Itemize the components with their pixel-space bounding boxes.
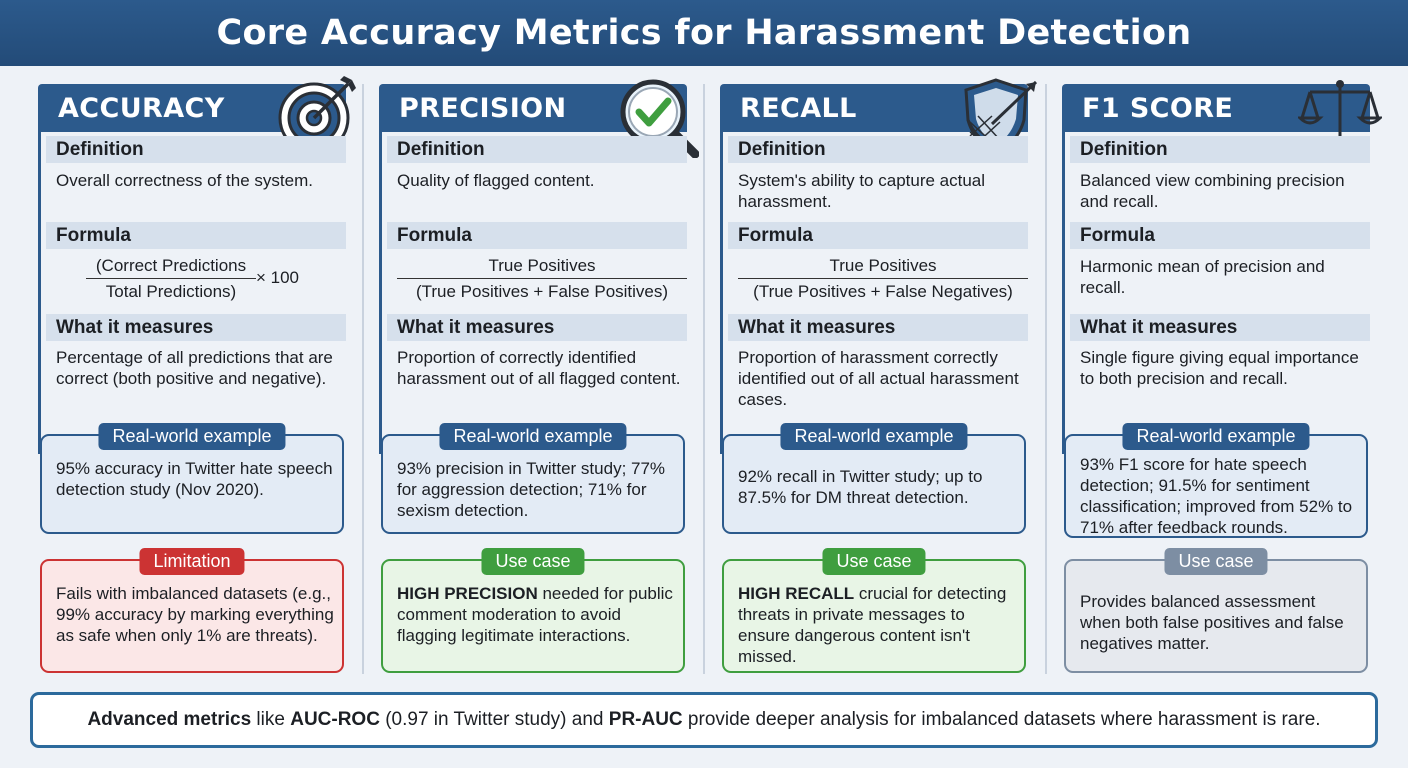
target-icon bbox=[278, 76, 356, 154]
measures-text: Proportion of harassment correctly ident… bbox=[738, 348, 1019, 409]
example-text: 92% recall in Twitter study; up to 87.5%… bbox=[738, 467, 983, 507]
advanced-metrics-note: Advanced metrics like AUC-ROC (0.97 in T… bbox=[30, 692, 1378, 748]
example-text: 93% precision in Twitter study; 77% for … bbox=[397, 459, 666, 520]
use-case-body: needed for public comment moderation to … bbox=[397, 584, 673, 645]
measures-label: What it measures bbox=[728, 314, 1028, 341]
fraction-line bbox=[86, 278, 256, 279]
column-accent-line bbox=[38, 124, 41, 454]
formula-numerator: True Positives bbox=[488, 256, 596, 275]
column-divider bbox=[703, 84, 705, 674]
formula-label: Formula bbox=[387, 222, 687, 249]
fraction-line bbox=[397, 278, 687, 279]
use-case-label: Use case bbox=[481, 548, 585, 575]
column-divider bbox=[362, 84, 364, 674]
example-text: 95% accuracy in Twitter hate speech dete… bbox=[56, 459, 333, 499]
use-case-box: Use case HIGH RECALL crucial for detecti… bbox=[722, 548, 1026, 673]
measures-label: What it measures bbox=[46, 314, 346, 341]
column-f1-score: F1 SCORE Definition Balanced view combin… bbox=[1062, 80, 1382, 674]
formula: True Positives (True Positives + False N… bbox=[738, 254, 1028, 304]
note-bold-advanced: Advanced metrics bbox=[87, 709, 252, 730]
limitation-text: Fails with imbalanced datasets (e.g., 99… bbox=[56, 584, 334, 645]
example-label: Real-world example bbox=[780, 423, 968, 450]
column-recall: RECALL Definition System's ability to ca… bbox=[720, 78, 1038, 674]
example-box: Real-world example 93% F1 score for hate… bbox=[1064, 423, 1368, 538]
magnifier-check-icon bbox=[620, 79, 699, 158]
use-case-box: Use case HIGH PRECISION needed for publi… bbox=[381, 548, 685, 673]
measures-text: Single figure giving equal importance to… bbox=[1080, 348, 1359, 388]
formula-label: Formula bbox=[46, 222, 346, 249]
limitation-box: Limitation Fails with imbalanced dataset… bbox=[40, 548, 344, 673]
example-label: Real-world example bbox=[439, 423, 627, 450]
definition-label: Definition bbox=[46, 136, 346, 163]
page-title: Core Accuracy Metrics for Harassment Det… bbox=[216, 13, 1192, 53]
use-case-text: Provides balanced assessment when both f… bbox=[1080, 592, 1344, 653]
example-label: Real-world example bbox=[98, 423, 286, 450]
use-case-body: crucial for detecting threats in private… bbox=[738, 584, 1007, 666]
column-accent-line bbox=[379, 124, 382, 454]
note-bold-auc-roc: AUC-ROC bbox=[290, 709, 380, 730]
measures-text: Percentage of all predictions that are c… bbox=[56, 348, 333, 388]
note-part: (0.97 in Twitter study) and bbox=[379, 709, 609, 730]
formula-denominator: (True Positives + False Negatives) bbox=[753, 282, 1013, 301]
formula-multiplier: × 100 bbox=[256, 268, 300, 287]
use-case-label: Use case bbox=[822, 548, 926, 575]
definition-text: Balanced view combining precision and re… bbox=[1080, 171, 1345, 211]
note-text: Advanced metrics like AUC-ROC (0.97 in T… bbox=[87, 709, 1320, 731]
definition-label: Definition bbox=[1070, 136, 1370, 163]
use-case-label: Use case bbox=[1164, 548, 1268, 575]
column-accuracy: ACCURACY Definition Overall correctness … bbox=[38, 76, 356, 674]
formula-denominator: Total Predictions) bbox=[105, 282, 237, 301]
use-case-emphasis: HIGH PRECISION bbox=[397, 584, 538, 603]
use-case-box: Use case Provides balanced assessment wh… bbox=[1064, 548, 1368, 673]
formula-label: Formula bbox=[1070, 222, 1370, 249]
use-case-text: HIGH PRECISION needed for public comment… bbox=[397, 583, 677, 646]
use-case-emphasis: HIGH RECALL bbox=[738, 584, 855, 603]
example-box: Real-world example 95% accuracy in Twitt… bbox=[40, 423, 344, 534]
note-part: provide deeper analysis for imbalanced d… bbox=[682, 709, 1321, 730]
example-box: Real-world example 92% recall in Twitter… bbox=[722, 423, 1026, 534]
definition-text: Quality of flagged content. bbox=[397, 171, 595, 190]
example-label: Real-world example bbox=[1122, 423, 1310, 450]
measures-label: What it measures bbox=[387, 314, 687, 341]
example-text: 93% F1 score for hate speech detection; … bbox=[1080, 455, 1353, 537]
formula-denominator: (True Positives + False Positives) bbox=[415, 282, 669, 301]
fraction-line bbox=[738, 278, 1028, 279]
title-bar: Core Accuracy Metrics for Harassment Det… bbox=[0, 0, 1408, 66]
column-divider bbox=[1045, 84, 1047, 674]
limitation-label: Limitation bbox=[139, 548, 245, 575]
formula: True Positives (True Positives + False P… bbox=[397, 254, 687, 304]
definition-text: System's ability to capture actual haras… bbox=[738, 171, 986, 211]
definition-text: Overall correctness of the system. bbox=[56, 171, 313, 190]
note-part: like bbox=[251, 709, 291, 730]
definition-label: Definition bbox=[387, 136, 687, 163]
column-accent-line bbox=[1062, 124, 1065, 454]
measures-text: Proportion of correctly identified haras… bbox=[397, 348, 681, 388]
formula-numerator: (Correct Predictions bbox=[95, 256, 247, 275]
note-bold-pr-auc: PR-AUC bbox=[608, 709, 683, 730]
use-case-text: HIGH RECALL crucial for detecting threat… bbox=[738, 583, 1018, 667]
formula-text: Harmonic mean of precision and recall. bbox=[1080, 257, 1325, 297]
measures-label: What it measures bbox=[1070, 314, 1370, 341]
definition-label: Definition bbox=[728, 136, 1028, 163]
formula-label: Formula bbox=[728, 222, 1028, 249]
formula: (Correct Predictions Total Predictions) … bbox=[56, 254, 341, 304]
column-accent-line bbox=[720, 124, 723, 454]
formula-numerator: True Positives bbox=[829, 256, 937, 275]
example-box: Real-world example 93% precision in Twit… bbox=[381, 423, 685, 534]
column-precision: PRECISION Definition Quality of flagged … bbox=[379, 79, 699, 674]
